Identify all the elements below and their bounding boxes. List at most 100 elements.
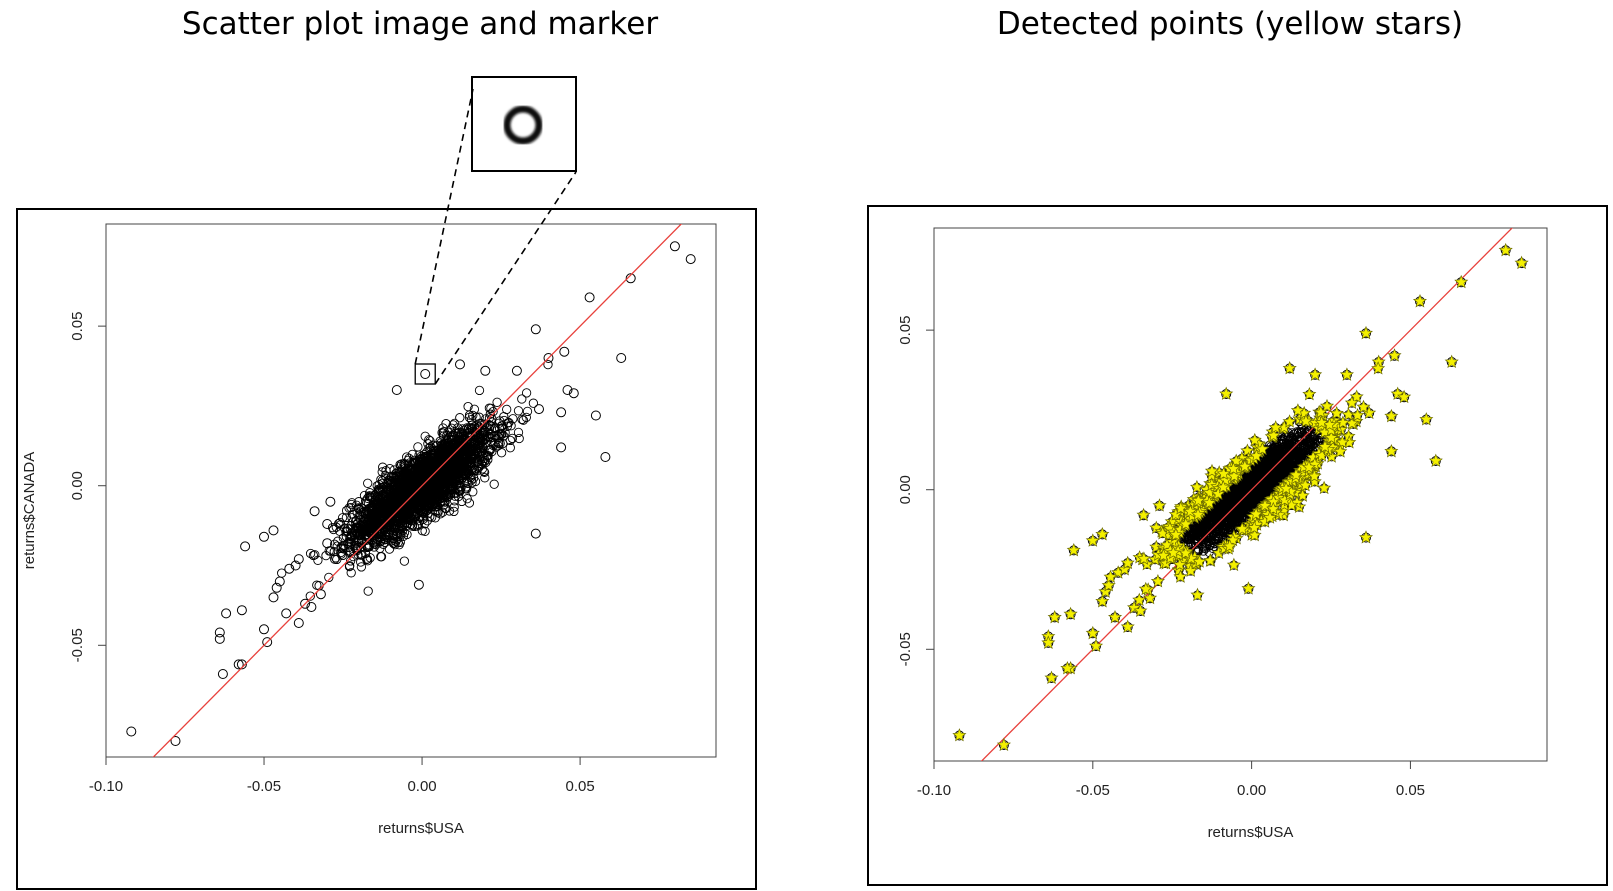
- cluster-point: [444, 506, 455, 516]
- data-point: [268, 525, 279, 536]
- cluster-point: [1278, 434, 1288, 445]
- cluster-point: [430, 497, 441, 507]
- cluster-point: [406, 505, 416, 515]
- cluster-point: [313, 555, 323, 565]
- data-point: [562, 385, 573, 395]
- data-point: [259, 624, 269, 635]
- cluster-point: [413, 497, 423, 507]
- cluster-point: [399, 488, 409, 499]
- cluster-point: [462, 457, 472, 467]
- cluster-point: [411, 462, 422, 472]
- data-point: [455, 359, 465, 370]
- cluster-point: [430, 479, 440, 489]
- cluster-point: [394, 540, 404, 550]
- cluster-point: [432, 441, 442, 451]
- cluster-point: [395, 485, 406, 496]
- cluster-point: [449, 506, 459, 517]
- cluster-point: [423, 501, 434, 511]
- cluster-point: [496, 421, 506, 431]
- data-point: [236, 605, 247, 616]
- cluster-point: [479, 466, 489, 477]
- data-point: [217, 669, 228, 679]
- y-tick-label: 0.05: [897, 316, 914, 345]
- data-point: [600, 452, 611, 462]
- cluster-point: [390, 493, 400, 503]
- cluster-point: [502, 404, 512, 415]
- cluster-point: [363, 586, 373, 596]
- cluster-point: [464, 412, 475, 423]
- cluster-point: [339, 544, 349, 554]
- cluster-point: [416, 464, 427, 474]
- cluster-point: [474, 412, 484, 422]
- cluster-point: [312, 580, 322, 590]
- cluster-point: [521, 388, 532, 398]
- cluster-point: [514, 433, 524, 444]
- cluster-point: [474, 385, 485, 396]
- cluster-point: [491, 430, 501, 441]
- cluster-point: [427, 450, 437, 460]
- cluster-point: [376, 552, 386, 562]
- cluster-point: [358, 507, 368, 517]
- cluster-point: [474, 434, 485, 444]
- cluster-point: [381, 491, 391, 501]
- data-point: [584, 292, 595, 303]
- x-tick-label: -0.05: [1076, 782, 1110, 799]
- cluster-point: [450, 491, 460, 501]
- cluster-point: [477, 436, 487, 446]
- cluster-point: [517, 394, 527, 404]
- cluster-point: [328, 524, 339, 535]
- cluster-point: [449, 466, 459, 477]
- cluster-point: [498, 438, 508, 449]
- x-tick-label: 0.05: [1396, 782, 1425, 799]
- cluster-point: [422, 447, 432, 457]
- cluster-point: [522, 406, 533, 417]
- cluster-point: [377, 476, 388, 486]
- cluster-point: [443, 438, 454, 448]
- cluster-point: [398, 519, 408, 529]
- cluster-point: [438, 431, 449, 441]
- cluster-point: [1184, 534, 1195, 545]
- cluster-point: [429, 452, 439, 462]
- cluster-point: [456, 428, 467, 438]
- cluster-point: [1292, 457, 1302, 467]
- data-point: [322, 519, 333, 529]
- marker-highlight-box: [414, 363, 436, 385]
- cluster-point: [305, 591, 315, 601]
- cluster-point: [464, 439, 474, 450]
- data-point: [126, 726, 137, 737]
- cluster-point: [364, 506, 374, 516]
- cluster-point: [462, 494, 472, 504]
- cluster-point: [389, 495, 399, 505]
- cluster-point: [341, 505, 352, 516]
- cluster-point: [365, 553, 375, 563]
- points-layer: [952, 228, 1529, 761]
- cluster-point: [365, 518, 375, 529]
- cluster-point: [496, 429, 507, 439]
- data-point: [300, 598, 311, 609]
- cluster-point: [438, 500, 449, 510]
- cluster-point: [486, 403, 496, 414]
- cluster-point: [1204, 541, 1215, 551]
- cluster-point: [395, 460, 405, 470]
- cluster-point: [423, 471, 434, 481]
- cluster-point: [369, 542, 379, 552]
- data-point: [315, 589, 326, 600]
- cluster-point: [1205, 540, 1215, 550]
- data-point: [214, 627, 225, 638]
- data-point: [233, 659, 244, 670]
- cluster-point: [422, 516, 432, 526]
- cluster-point: [390, 511, 400, 521]
- cluster-point: [403, 500, 414, 510]
- cluster-point: [448, 436, 458, 446]
- data-point: [268, 592, 279, 603]
- right-chart-frame: -0.10 -0.05 0.00 0.05 -0.05 0.00 0.05 returns$U…: [867, 205, 1608, 886]
- data-point: [306, 602, 317, 612]
- cluster-point: [513, 406, 524, 416]
- data-point: [556, 407, 567, 418]
- x-tick-label: 0.00: [407, 778, 436, 795]
- cluster-point: [1192, 528, 1203, 538]
- cluster-point: [345, 556, 356, 566]
- cluster-point: [336, 542, 346, 552]
- cluster-point: [357, 550, 367, 560]
- cluster-point: [415, 454, 426, 464]
